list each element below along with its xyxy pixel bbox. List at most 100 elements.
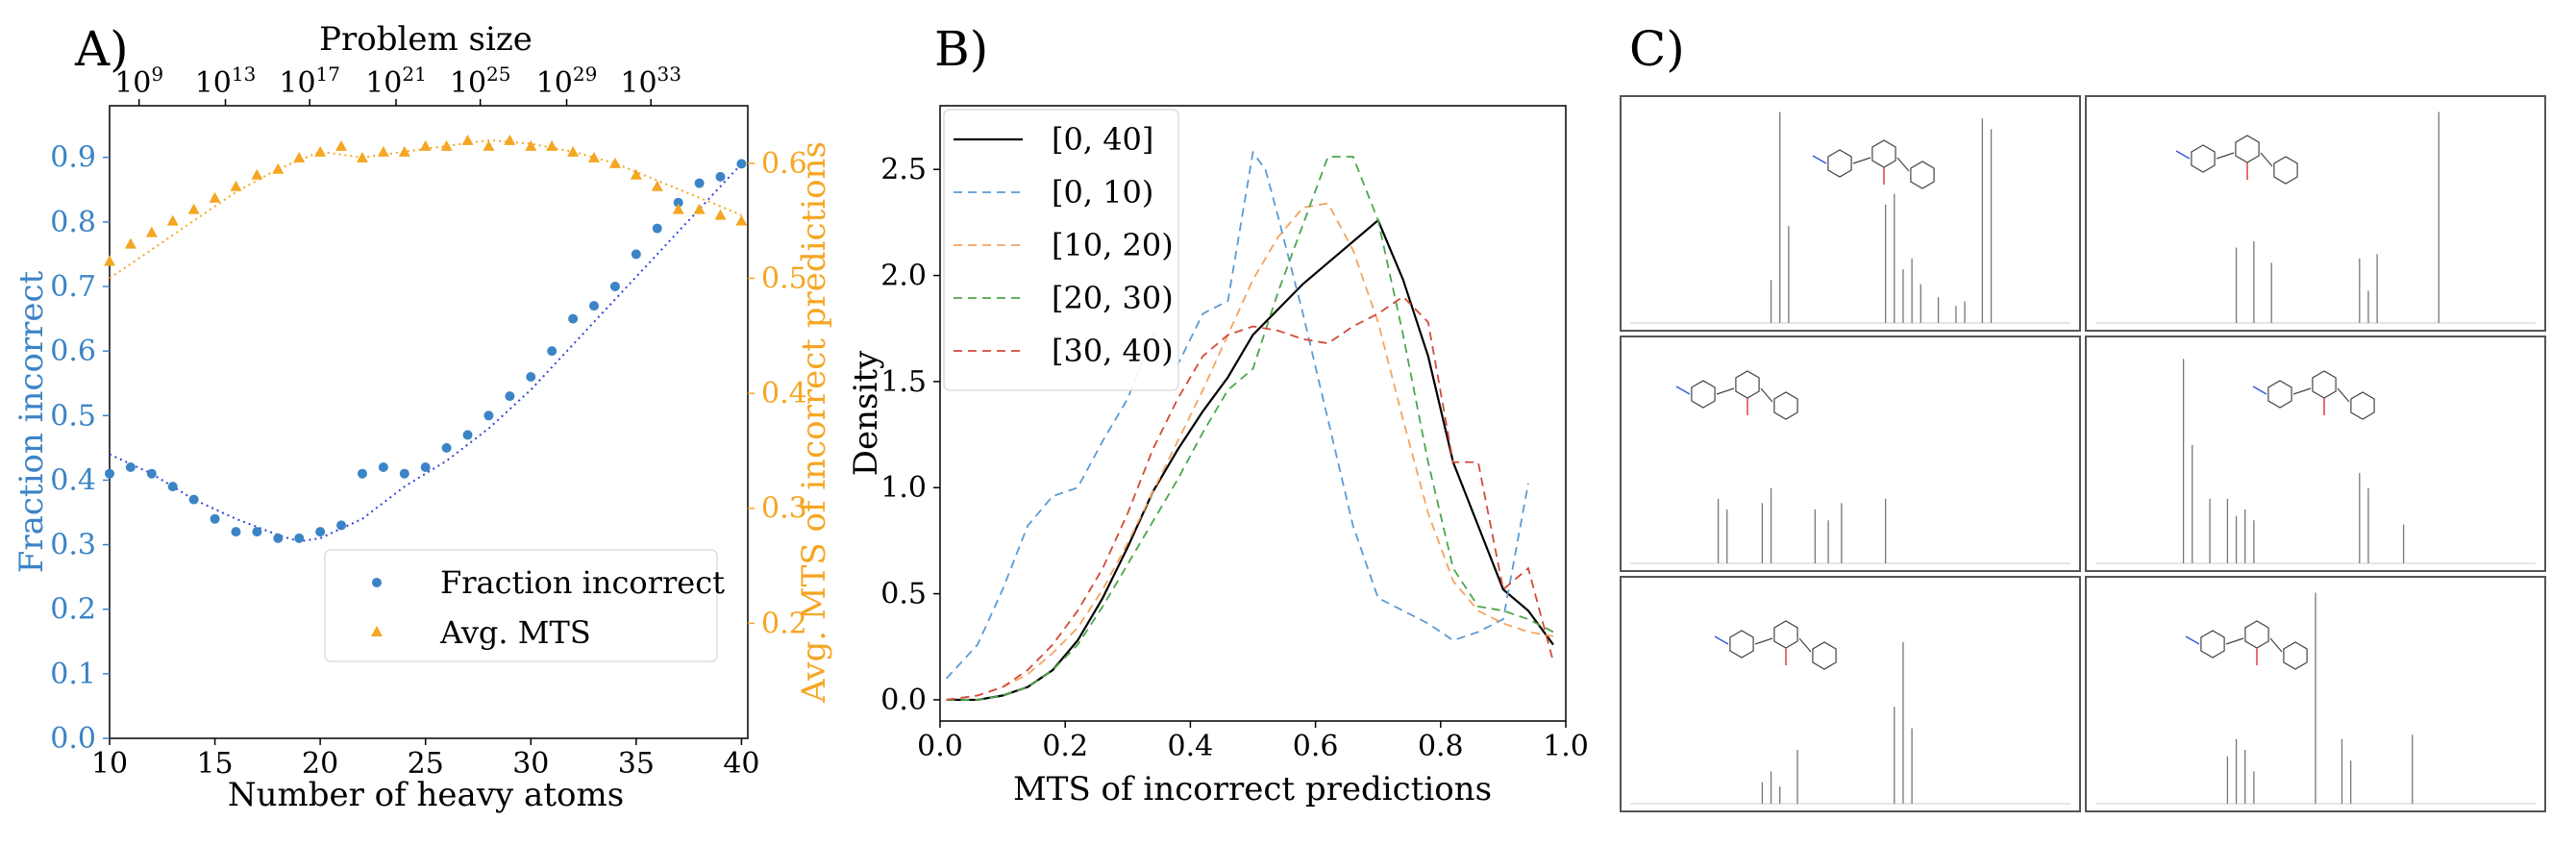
spectrum-frame: [2085, 336, 2546, 572]
y-tick-label: 0.3: [50, 529, 96, 562]
mts-point: [314, 145, 327, 157]
spectrum-cell: [2085, 576, 2546, 812]
top-tick-label: 109: [114, 62, 163, 100]
mts-point: [398, 145, 410, 157]
bond: [2292, 387, 2312, 395]
fraction-point: [420, 462, 431, 472]
x-tick-label: 10: [91, 747, 128, 781]
x-axis-label: Number of heavy atoms: [228, 776, 624, 814]
density-line: [946, 202, 1554, 701]
top-tick-label: 1033: [620, 62, 681, 100]
top-tick-label: 1021: [365, 62, 427, 100]
x-tick-label: 1.0: [1543, 730, 1589, 763]
ring: [1729, 630, 1754, 659]
x-tick-label: 0.8: [1418, 730, 1464, 763]
bond: [1812, 155, 1827, 164]
density-lines: [945, 150, 1554, 702]
legend-label-mts: Avg. MTS: [439, 614, 591, 651]
ring: [2350, 391, 2375, 420]
fraction-point: [273, 533, 284, 543]
legend-a-box: [324, 549, 718, 662]
mts-point: [209, 191, 221, 203]
fraction-point: [505, 391, 515, 402]
fraction-point: [673, 197, 683, 208]
fraction-point: [315, 527, 326, 537]
legend-circle-marker: [372, 578, 382, 587]
y-tick-label: 0.1: [50, 658, 96, 691]
fraction-point: [483, 411, 494, 421]
plot-area-b: [939, 105, 1567, 722]
y-tick-label: 0.0: [880, 684, 927, 717]
data-points: [104, 134, 748, 543]
fraction-point: [652, 223, 662, 234]
mts-point: [567, 145, 580, 157]
bond: [2252, 386, 2267, 395]
mts-point: [525, 139, 537, 151]
mts-point: [714, 209, 727, 220]
y-tick-label: 0.5: [50, 399, 96, 433]
y-tick-label: 0.6: [50, 335, 96, 368]
top-tick-label: 1029: [536, 62, 598, 100]
mts-point: [504, 134, 516, 145]
fraction-point: [399, 468, 409, 479]
right-axis-ticks: 0.2 0.3 0.4 0.5 0.6: [748, 147, 807, 640]
y-axis-ticks: 0.0 0.5 1.0 1.5 2.0 2.5: [880, 153, 940, 717]
ring: [1827, 149, 1852, 178]
fraction-point: [167, 482, 178, 492]
x-tick-label: 20: [302, 747, 338, 781]
x-tick-label: 40: [723, 747, 759, 781]
mts-point: [461, 134, 474, 145]
bond: [2216, 152, 2235, 160]
mts-point: [251, 168, 263, 180]
density-line: [946, 156, 1554, 701]
bond: [1716, 387, 1735, 395]
fit-line-mts: [109, 138, 742, 280]
mts-point: [377, 145, 389, 157]
y2-tick-label: 0.4: [761, 377, 807, 411]
mts-point: [440, 139, 453, 151]
spectrum-frame: [2085, 95, 2546, 332]
x-tick-label: 0.4: [1168, 730, 1214, 763]
mts-point: [693, 203, 706, 214]
fraction-point: [336, 520, 347, 531]
spectrum-cell: [2085, 95, 2546, 332]
mts-point: [272, 162, 285, 174]
ring: [1910, 161, 1935, 189]
x-tick-label: 15: [196, 747, 233, 781]
mts-point: [588, 151, 601, 162]
ring: [2283, 641, 2308, 670]
mts-point: [230, 180, 242, 191]
bond: [1754, 637, 1773, 645]
mts-point: [630, 168, 642, 180]
bond: [1675, 386, 1691, 395]
ring: [1691, 380, 1716, 409]
fraction-point: [231, 527, 241, 537]
right-axis-label: Avg. MTS of incorrect predictions: [795, 141, 833, 704]
x-tick-label: 0.6: [1293, 730, 1339, 763]
legend-label: [0, 10): [1052, 174, 1153, 211]
ring: [2273, 156, 2298, 185]
density-line: [945, 150, 1529, 680]
ring: [2200, 630, 2225, 659]
spectra-grid: [1620, 95, 2546, 812]
bond: [1852, 157, 1871, 164]
mts-point: [651, 180, 663, 191]
fit-line-fraction: [109, 162, 743, 543]
bond: [2337, 387, 2350, 403]
top-axis-label: Problem size: [319, 20, 533, 59]
x-tick-label: 25: [408, 747, 444, 781]
y2-tick-label: 0.5: [761, 261, 807, 295]
y-tick-label: 2.0: [880, 260, 927, 293]
fraction-point: [252, 527, 262, 537]
legend-label-fraction: Fraction incorrect: [440, 564, 725, 601]
y-tick-label: 1.0: [880, 471, 927, 505]
y-tick-label: 0.8: [50, 206, 96, 239]
x-axis-ticks: 10 15 20 25 30 35 40: [91, 738, 760, 781]
ring: [2267, 380, 2292, 409]
legend-b: [0, 40] [0, 10) [10, 20) [20, 30) [30, 40): [943, 109, 1179, 391]
spectrum-cell: [1620, 576, 2081, 812]
y2-tick-label: 0.3: [761, 492, 807, 526]
chart-b: 0.0 0.2 0.4 0.6 0.8 1.0 0.0 0.5 1.0 1.5 2.0 2.5 MT…: [847, 105, 1589, 809]
molecule-structure: [1714, 620, 1837, 670]
bond: [1798, 637, 1812, 653]
